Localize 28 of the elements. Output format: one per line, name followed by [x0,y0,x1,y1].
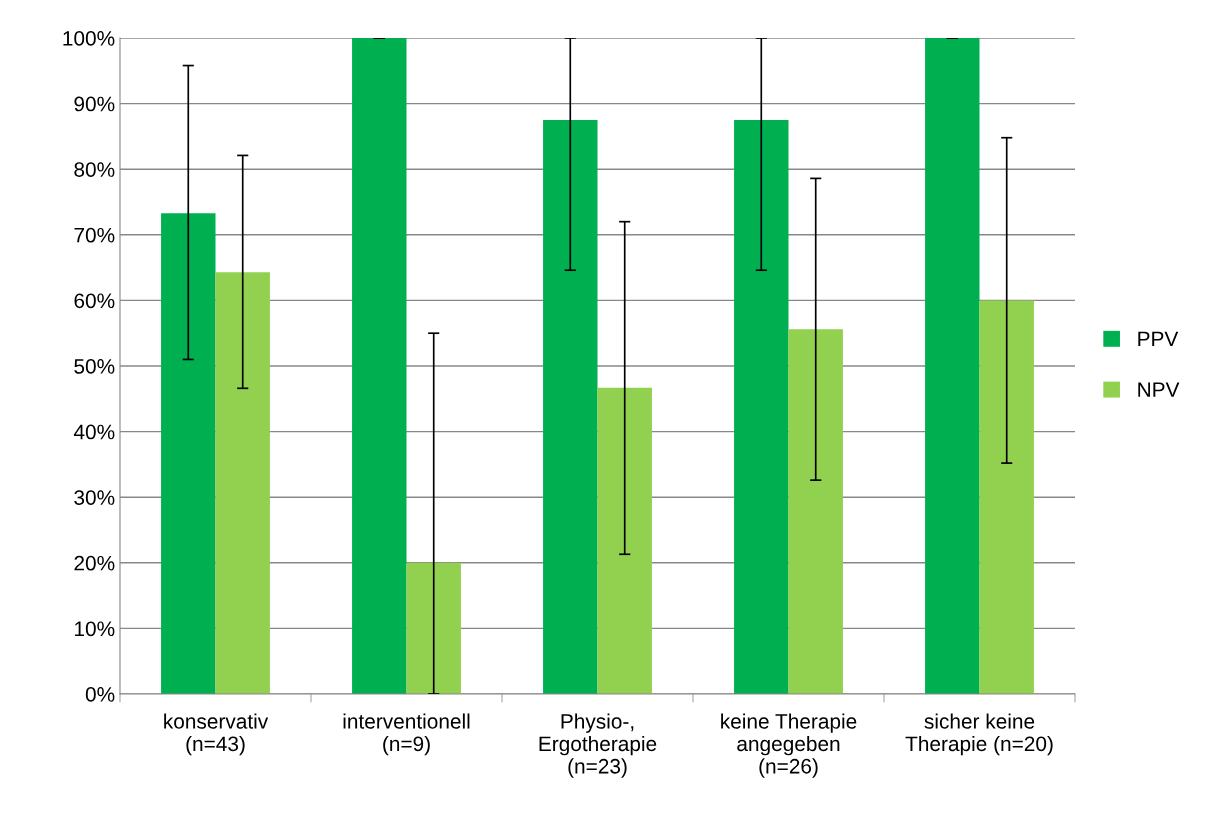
bar [161,213,216,694]
y-tick-label: 70% [74,227,115,243]
x-tick-label: Physio-, Ergotherapie (n=23) [539,713,657,778]
x-tick-label: interventionell (n=9) [343,713,470,756]
y-tick-label: 10% [75,621,115,637]
bar [597,387,652,694]
y-tick-label: 60% [74,293,115,309]
bar [215,272,270,694]
x-tick-label: keine Therapie angegeben (n=26) [721,713,857,778]
bar [734,120,789,694]
bar [925,38,980,694]
y-tick-label: 40% [73,424,115,440]
legend-label: NPV [1138,382,1180,397]
bar [406,562,461,694]
y-tick-label: 30% [74,490,115,505]
y-tick-label: 100% [63,31,115,46]
legend-label: PPV [1138,331,1179,347]
y-tick-label: 90% [74,96,115,112]
bar [352,38,407,694]
x-tick-label: konservativ (n=43) [164,713,269,756]
y-tick-label: 20% [74,555,115,571]
y-tick-label: 80% [74,162,115,177]
bar [543,120,598,694]
x-tick-label: sicher keine Therapie (n=20) [905,713,1053,756]
bar [788,329,843,694]
y-tick-label: 0% [85,687,115,702]
y-tick-label: 50% [74,359,115,374]
bar [979,300,1034,694]
